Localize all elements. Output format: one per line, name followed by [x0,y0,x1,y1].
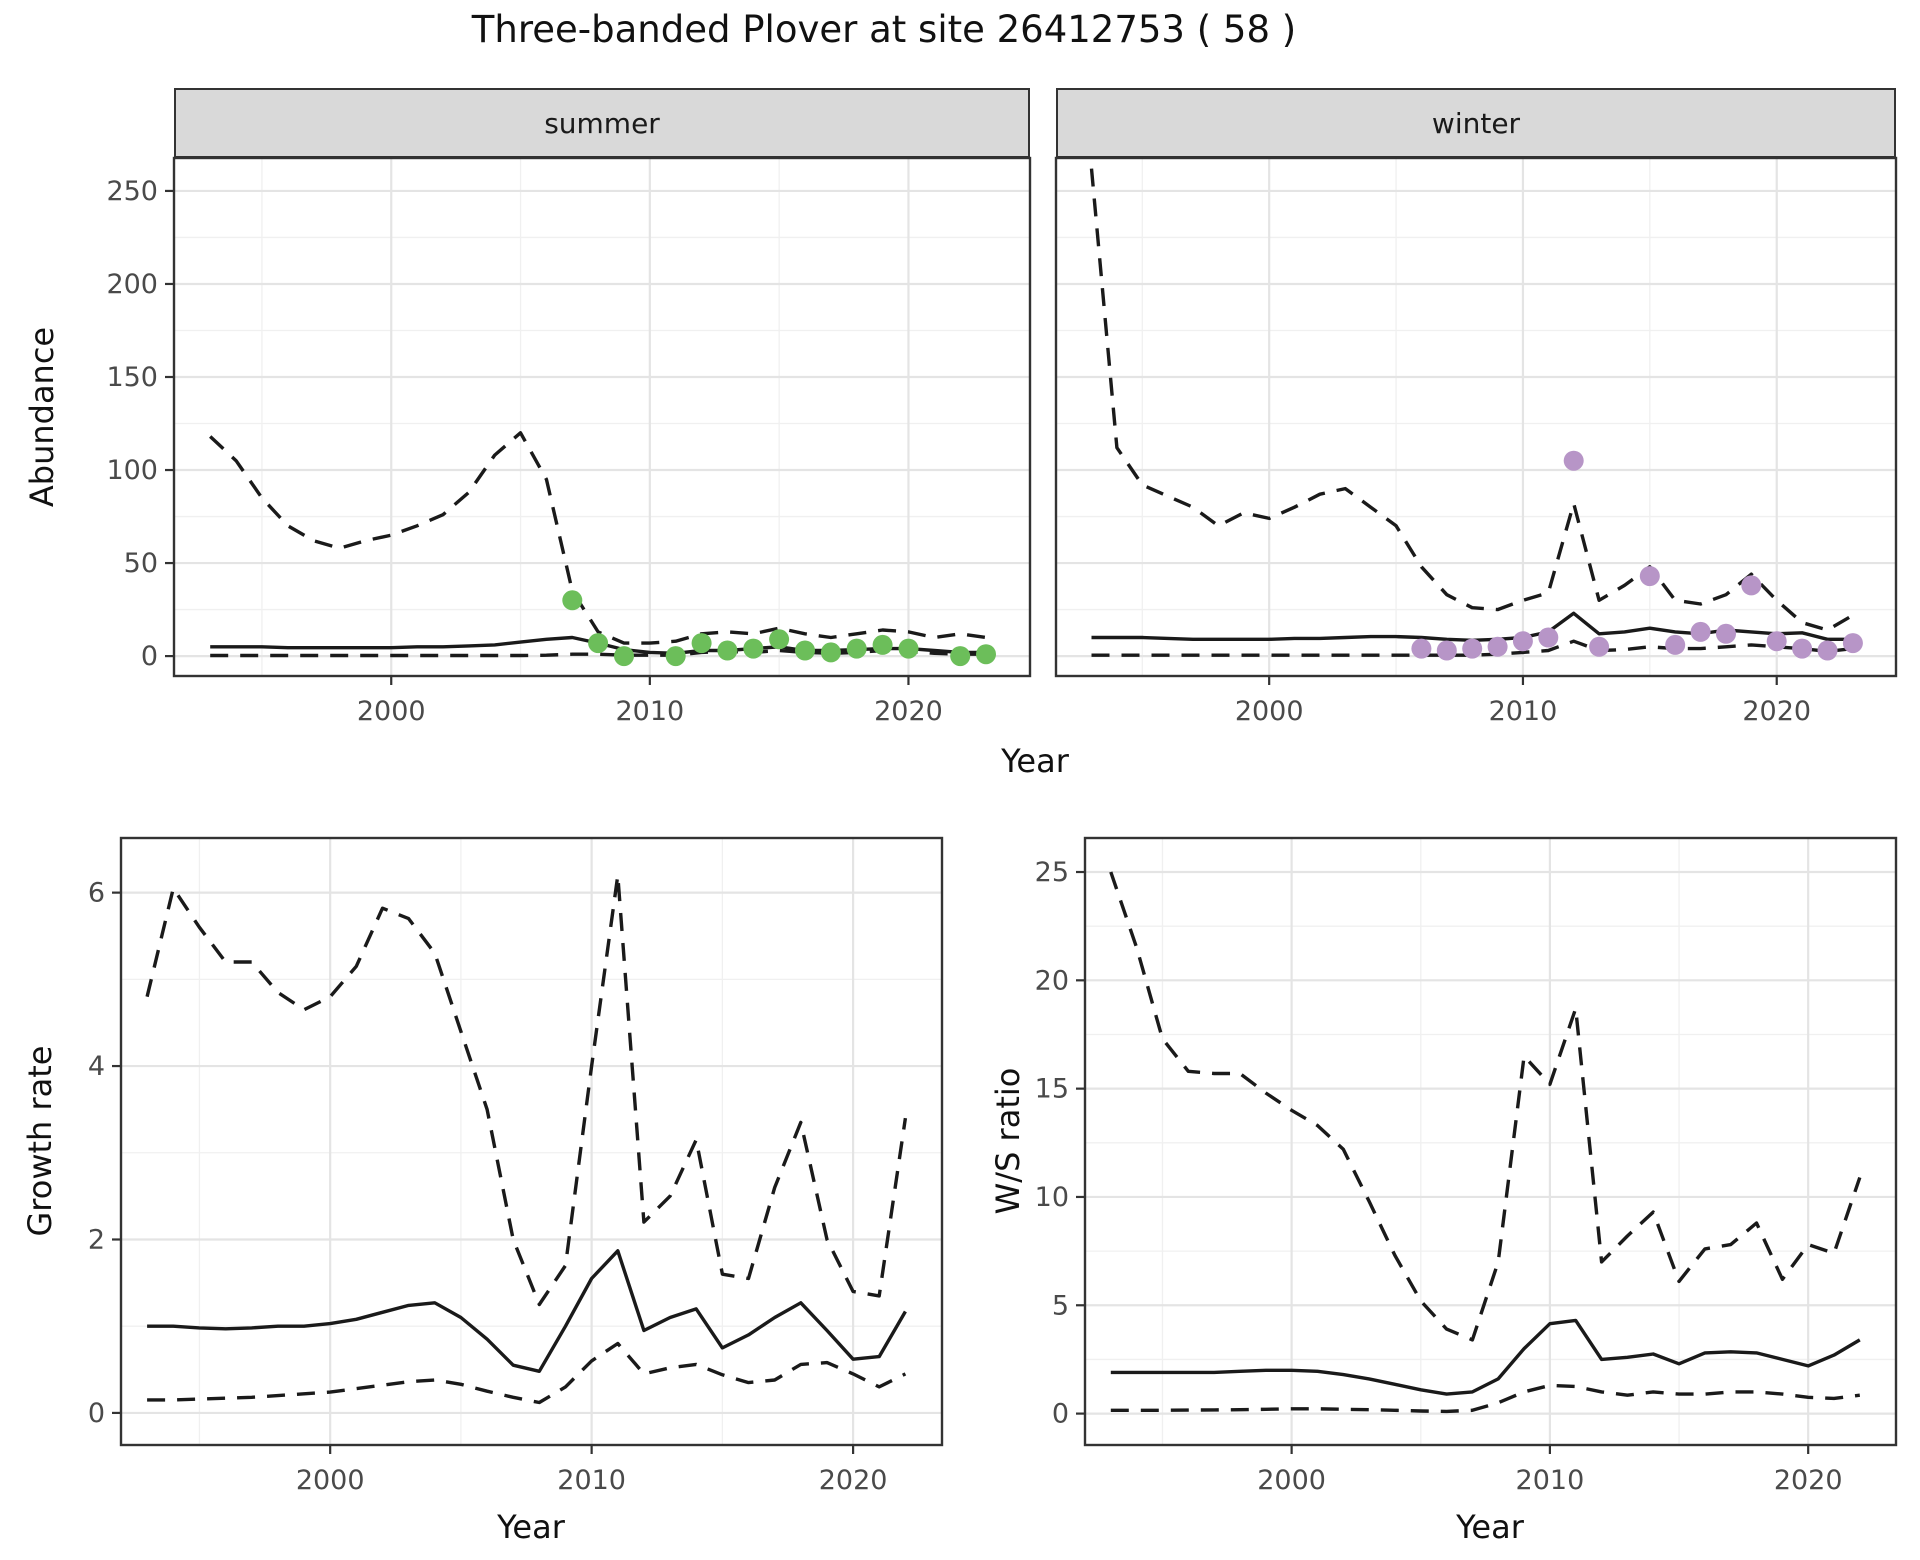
facet-strip-winter: winter [1056,88,1896,158]
abundance_summer-observed-point [820,642,841,663]
y-tick-label: 0 [141,641,158,672]
abundance_summer-upper_ci-line [209,431,987,645]
abundance_summer-observed-point [976,644,996,665]
y-tick-label: 2 [88,1224,105,1255]
facet-strip-summer: summer [174,88,1030,158]
panel-border [1054,156,1898,678]
abundance_winter-observed-point [1512,631,1533,652]
abundance_winter-observed-point [1842,633,1863,654]
abundance_summer-observed-point [665,646,686,667]
x-axis-title-top: Year [1001,742,1069,780]
abundance_winter-observed-point [1487,636,1508,657]
x-tick-label: 2020 [1774,1465,1843,1496]
abundance_summer-observed-point [846,638,867,659]
x-tick-label: 2010 [615,696,684,727]
x-axis-title-growth-rate: Year [497,1508,565,1546]
abundance_summer-observed-point [950,646,971,667]
y-tick-label: 25 [1035,857,1069,888]
abundance_winter-upper_ci-line [1089,168,1854,632]
abundance_summer-observed-point [872,634,893,655]
ws_ratio-upper_ci-line [1109,871,1862,1342]
panel-border [119,836,944,1447]
abundance_winter-observed-point [1665,634,1686,655]
x-tick-label: 2020 [874,696,943,727]
x-tick-label: 2010 [1516,1465,1585,1496]
abundance_winter-observed-point [1741,575,1762,596]
abundance_winter-observed-point [1690,621,1711,642]
x-tick-label: 2010 [557,1465,626,1496]
y-tick-label: 4 [88,1051,105,1082]
abundance_winter-observed-point [1538,627,1559,648]
y-tick-label: 5 [1052,1290,1069,1321]
abundance_winter-observed-point [1411,638,1432,659]
abundance_summer-observed-point [588,633,609,654]
y-tick-label: 15 [1035,1074,1069,1105]
abundance_summer-observed-point [562,590,583,611]
ws_ratio-fit-line [1110,1318,1861,1396]
abundance_winter-observed-point [1589,636,1610,657]
y-tick-label: 50 [124,548,158,579]
abundance_winter-observed-point [1462,638,1483,659]
x-tick-label: 2000 [1235,696,1304,727]
abundance_winter-observed-point [1766,631,1787,652]
abundance_winter-observed-point [1436,640,1457,661]
x-axis-title-ws-ratio: Year [1456,1508,1524,1546]
ws_ratio-lower_ci-line [1110,1383,1861,1414]
y-tick-label: 10 [1035,1182,1069,1213]
abundance_summer-observed-point [743,638,764,659]
growth_rate-lower_ci-line [147,1341,907,1405]
y-tick-label: 6 [88,878,105,909]
growth_rate-fit-line [147,1249,907,1373]
abundance_winter-observed-point [1792,638,1813,659]
y-tick-label: 250 [106,176,158,207]
abundance_summer-observed-point [795,640,815,661]
abundance_summer-observed-point [898,638,919,659]
abundance_winter-observed-point [1817,640,1838,661]
y-tick-label: 0 [1052,1399,1069,1430]
x-tick-label: 2020 [819,1465,888,1496]
y-tick-label: 0 [88,1398,105,1429]
x-tick-label: 2000 [357,696,426,727]
abundance_summer-observed-point [769,629,790,650]
panel-border [1083,836,1898,1447]
abundance_winter-observed-point [1563,450,1584,471]
abundance_summer-observed-point [691,633,712,654]
abundance_winter-lower_ci-line [1091,639,1854,657]
y-tick-label: 20 [1035,965,1069,996]
y-tick-label: 200 [106,269,158,300]
panel-border [172,156,1032,678]
y-tick-label: 150 [106,362,158,393]
y-tick-label: 100 [106,455,158,486]
abundance_winter-observed-point [1716,623,1736,644]
figure-title: Three-banded Plover at site 26412753 ( 5… [471,8,1297,51]
x-tick-label: 2000 [1257,1465,1326,1496]
abundance_winter-fit-line [1091,611,1853,642]
abundance_winter-observed-point [1639,566,1660,587]
x-tick-label: 2020 [1742,696,1811,727]
abundance_summer-observed-point [614,646,634,667]
abundance_summer-observed-point [717,640,738,661]
x-tick-label: 2000 [296,1465,365,1496]
x-tick-label: 2010 [1489,696,1558,727]
